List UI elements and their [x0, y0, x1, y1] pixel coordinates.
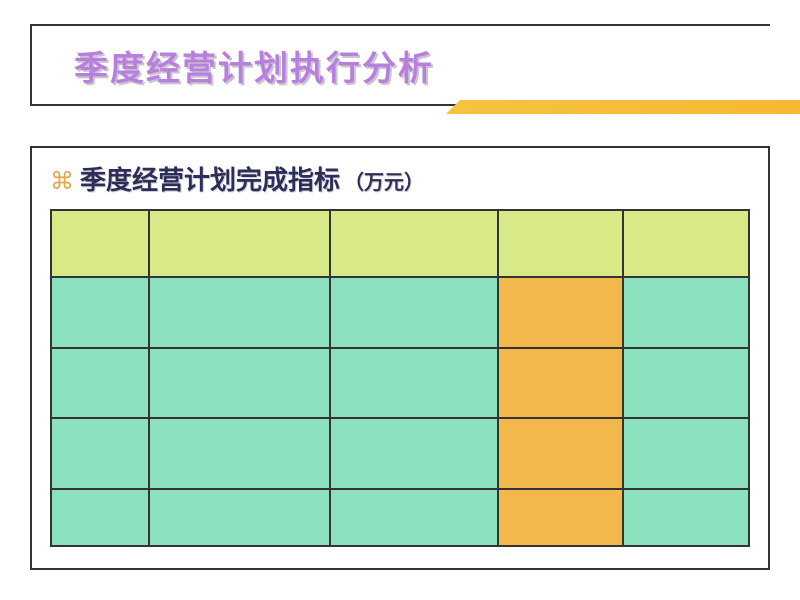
table-cell	[51, 418, 149, 489]
table-cell	[51, 489, 149, 546]
table-cell	[149, 348, 330, 419]
table-cell	[623, 348, 749, 419]
table-cell	[149, 418, 330, 489]
table-row	[51, 489, 749, 546]
title-box: 季度经营计划执行分析	[30, 24, 770, 106]
subtitle-unit: （万元）	[344, 166, 424, 195]
table-row	[51, 348, 749, 419]
subtitle-main: 季度经营计划完成指标	[80, 160, 340, 197]
table-cell	[330, 489, 498, 546]
subtitle-row: ⌘ 季度经营计划完成指标 （万元）	[50, 160, 750, 197]
table-cell	[330, 418, 498, 489]
table-cell	[623, 489, 749, 546]
table-cell	[51, 277, 149, 348]
table-cell	[623, 277, 749, 348]
table-cell	[498, 418, 624, 489]
table-cell	[330, 210, 498, 277]
table-cell	[498, 348, 624, 419]
title-region: 季度经营计划执行分析	[0, 0, 800, 128]
table-cell	[149, 210, 330, 277]
bullet-icon: ⌘	[50, 167, 74, 196]
content-box: ⌘ 季度经营计划完成指标 （万元）	[30, 146, 770, 570]
page-title: 季度经营计划执行分析	[74, 41, 434, 90]
table-cell	[330, 277, 498, 348]
table-cell	[498, 210, 624, 277]
table-row	[51, 418, 749, 489]
table-cell	[51, 210, 149, 277]
table-cell	[623, 418, 749, 489]
table-cell	[623, 210, 749, 277]
table-cell	[149, 277, 330, 348]
data-table	[50, 209, 750, 547]
table-row	[51, 277, 749, 348]
table-cell	[149, 489, 330, 546]
table-header-row	[51, 210, 749, 277]
accent-bar	[446, 100, 800, 114]
table-cell	[51, 348, 149, 419]
table-cell	[330, 348, 498, 419]
table-cell	[498, 277, 624, 348]
table-cell	[498, 489, 624, 546]
